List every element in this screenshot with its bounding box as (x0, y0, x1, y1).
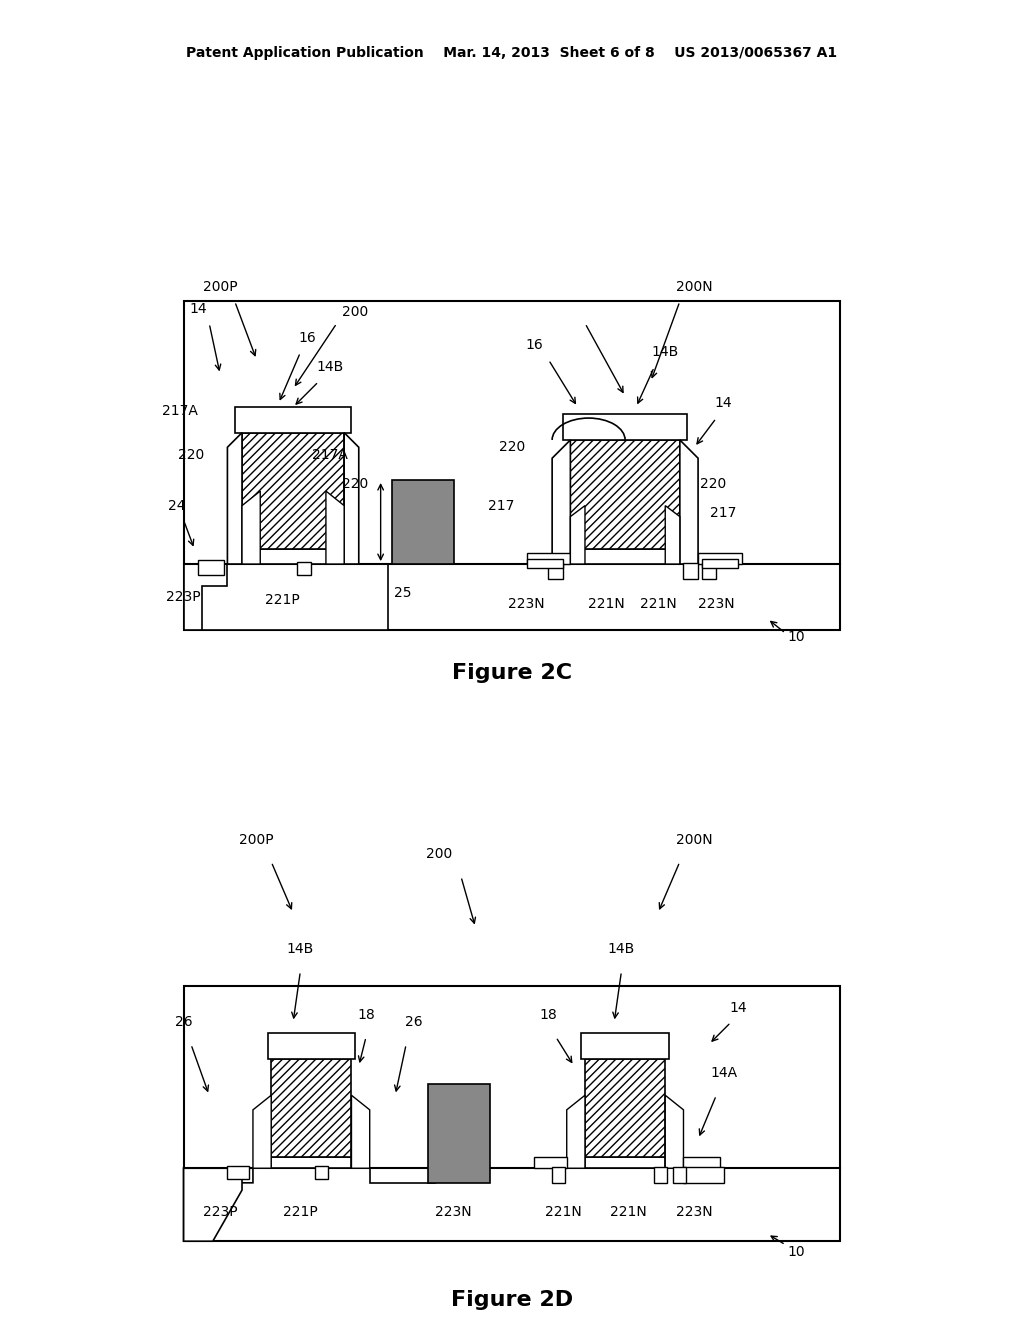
Bar (701, 558, 738, 568)
Text: 14B: 14B (287, 942, 314, 956)
Bar (183, 564, 388, 630)
Text: Figure 2D: Figure 2D (451, 1290, 573, 1309)
Text: 220: 220 (342, 477, 369, 491)
Bar (428, 1084, 490, 1183)
Text: 223P: 223P (166, 590, 201, 603)
Polygon shape (552, 440, 570, 564)
Text: 221N: 221N (589, 597, 626, 611)
Text: Patent Application Publication    Mar. 14, 2013  Sheet 6 of 8    US 2013/0065367: Patent Application Publication Mar. 14, … (186, 46, 838, 61)
Polygon shape (183, 1168, 242, 1241)
Text: 220: 220 (178, 447, 204, 462)
Polygon shape (242, 491, 260, 564)
Text: 221P: 221P (283, 1205, 317, 1218)
Bar (683, 1158, 720, 1168)
Bar (526, 553, 570, 564)
Bar (698, 553, 741, 564)
Bar (534, 1158, 566, 1168)
Text: 24: 24 (168, 499, 185, 512)
Text: 200: 200 (342, 305, 369, 319)
Text: 217A: 217A (162, 404, 198, 417)
Text: 200: 200 (426, 847, 453, 862)
Text: 221N: 221N (545, 1205, 582, 1218)
Bar (570, 549, 680, 564)
Text: 14B: 14B (316, 360, 343, 374)
Text: 10: 10 (787, 1245, 806, 1259)
Text: 26: 26 (404, 1015, 422, 1030)
Text: 200N: 200N (676, 833, 713, 847)
Text: 14: 14 (715, 396, 732, 411)
Bar (549, 562, 563, 578)
Bar (585, 1059, 666, 1158)
Bar (315, 1166, 328, 1179)
Bar (183, 301, 841, 630)
Text: 10: 10 (787, 630, 806, 644)
Text: 220: 220 (699, 477, 726, 491)
Text: 14B: 14B (651, 346, 679, 359)
Polygon shape (183, 1168, 253, 1241)
Bar (570, 440, 680, 549)
Bar (526, 558, 563, 568)
Text: 223P: 223P (203, 1205, 238, 1218)
Text: 220: 220 (499, 441, 525, 454)
Bar (683, 562, 698, 578)
Polygon shape (253, 1096, 271, 1168)
Bar (199, 561, 224, 576)
Text: 14: 14 (729, 1001, 748, 1015)
Bar (242, 433, 344, 549)
Text: 221P: 221P (265, 594, 299, 607)
Text: 14B: 14B (608, 942, 635, 956)
Text: 223N: 223N (435, 1205, 472, 1218)
Polygon shape (351, 1096, 370, 1168)
Polygon shape (666, 1096, 683, 1168)
Text: 200N: 200N (676, 280, 713, 294)
Text: 221N: 221N (640, 597, 676, 611)
Bar (297, 562, 311, 576)
Text: 217A: 217A (311, 447, 347, 462)
Text: 223N: 223N (676, 1205, 713, 1218)
Bar (227, 1166, 249, 1179)
Polygon shape (370, 1168, 435, 1183)
Polygon shape (227, 433, 242, 564)
Text: 18: 18 (540, 1008, 557, 1022)
Bar (391, 480, 454, 564)
Bar (563, 414, 687, 440)
Text: 14: 14 (189, 301, 207, 315)
Bar (683, 1167, 724, 1183)
Bar (183, 986, 841, 1241)
Text: 16: 16 (299, 331, 316, 345)
Bar (234, 407, 351, 433)
Bar (271, 1059, 351, 1158)
Text: 18: 18 (357, 1008, 375, 1022)
Bar (654, 1167, 668, 1183)
Text: 14A: 14A (710, 1067, 737, 1080)
Bar (267, 1034, 355, 1059)
Bar (701, 562, 717, 578)
Polygon shape (183, 564, 227, 630)
Text: 16: 16 (525, 338, 543, 352)
Bar (242, 549, 344, 564)
Polygon shape (666, 506, 680, 564)
Bar (582, 1034, 669, 1059)
Polygon shape (566, 1096, 585, 1168)
Text: 200P: 200P (240, 833, 273, 847)
Text: 221N: 221N (610, 1205, 647, 1218)
Text: 223N: 223N (508, 597, 545, 611)
Polygon shape (326, 491, 344, 564)
Text: 25: 25 (394, 586, 412, 601)
Text: 217: 217 (487, 499, 514, 512)
Text: 26: 26 (175, 1015, 193, 1030)
Bar (673, 1167, 686, 1183)
Text: 223N: 223N (698, 597, 734, 611)
Bar (552, 1167, 565, 1183)
Text: Figure 2C: Figure 2C (452, 664, 572, 684)
Polygon shape (680, 440, 698, 564)
Text: 217: 217 (711, 506, 737, 520)
Polygon shape (344, 433, 358, 564)
Polygon shape (570, 506, 585, 564)
Bar (585, 1158, 666, 1168)
Text: 200P: 200P (203, 280, 238, 294)
Bar (271, 1158, 351, 1168)
